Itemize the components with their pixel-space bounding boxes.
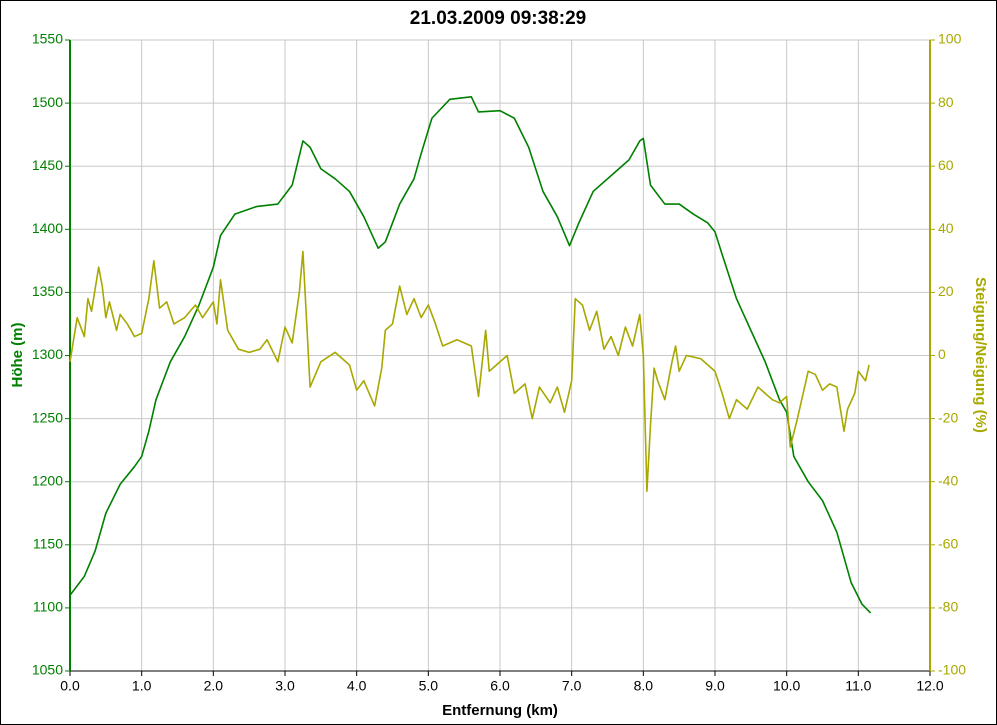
y2-tick-label: 60: [938, 157, 954, 173]
y2-tick-label: 40: [938, 220, 954, 236]
x-axis-label: Entfernung (km): [442, 702, 558, 719]
y-tick-label: 1250: [32, 409, 63, 425]
y2-tick-label: -80: [938, 599, 958, 615]
y-tick-label: 1450: [32, 157, 63, 173]
y2-axis-label: Steigung/Neigung (%): [972, 277, 989, 433]
x-tick-label: 3.0: [275, 678, 295, 694]
y-tick-label: 1350: [32, 283, 63, 299]
y2-tick-label: -100: [938, 662, 966, 678]
x-tick-label: 10.0: [773, 678, 800, 694]
x-tick-label: 4.0: [347, 678, 367, 694]
y-tick-label: 1150: [33, 536, 63, 552]
x-tick-label: 2.0: [204, 678, 224, 694]
x-tick-label: 1.0: [132, 678, 152, 694]
y2-tick-label: 20: [938, 283, 954, 299]
x-tick-label: 6.0: [490, 678, 510, 694]
x-tick-label: 0.0: [60, 678, 80, 694]
data-line: [69, 250, 870, 492]
y2-tick-label: 80: [938, 94, 954, 110]
y-tick-label: 1500: [32, 94, 63, 110]
y-tick-label: 1100: [33, 599, 63, 615]
y2-tick-label: 100: [938, 31, 962, 47]
y-tick-label: 1300: [32, 346, 63, 362]
x-tick-label: 8.0: [634, 678, 654, 694]
x-tick-label: 11.0: [845, 678, 871, 694]
y2-tick-label: 0: [938, 346, 946, 362]
x-tick-label: 9.0: [705, 678, 725, 694]
y2-tick-label: -40: [938, 472, 958, 488]
y2-tick-label: -20: [938, 409, 958, 425]
x-tick-label: 12.0: [916, 678, 943, 694]
y-tick-label: 1200: [32, 472, 63, 488]
y2-tick-label: -60: [938, 536, 958, 552]
x-tick-label: 7.0: [562, 678, 582, 694]
chart-title: 21.03.2009 09:38:29: [410, 8, 586, 29]
y-tick-label: 1050: [32, 662, 63, 678]
y-tick-label: 1400: [32, 220, 63, 236]
x-tick-label: 5.0: [419, 678, 439, 694]
y-axis-label: Höhe (m): [9, 323, 26, 388]
data-line: [69, 95, 872, 614]
y-tick-label: 1550: [32, 31, 63, 47]
